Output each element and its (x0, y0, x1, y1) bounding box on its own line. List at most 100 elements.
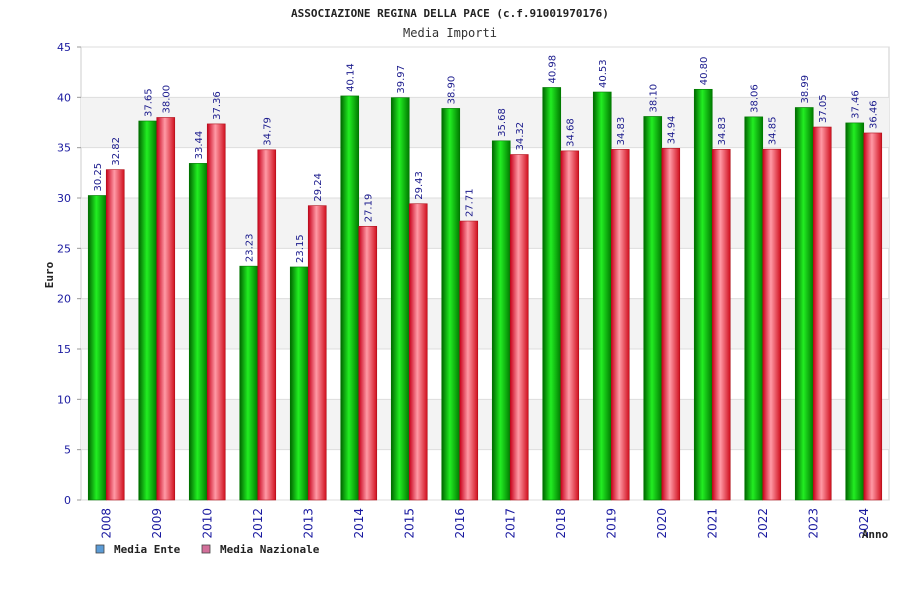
legend-swatch-media-nazionale (201, 544, 211, 554)
y-axis-label: Euro (43, 261, 56, 288)
x-tick-label-2014: 2014 (352, 508, 366, 539)
bar-media-nazionale-2023 (812, 126, 832, 501)
bar-media-nazionale-2016 (459, 220, 479, 501)
data-label-media-ente-2024: 37.46 (851, 90, 862, 119)
bar-media-ente-2013 (289, 266, 309, 501)
x-tick-label-2020: 2020 (655, 508, 669, 539)
bar-media-ente-2009 (138, 120, 158, 501)
bar-media-ente-2022 (744, 116, 764, 501)
bar-media-nazionale-2020 (661, 147, 681, 501)
x-tick-label-2018: 2018 (554, 508, 568, 539)
bar-media-nazionale-2024 (863, 132, 883, 501)
x-tick-label-2010: 2010 (200, 508, 214, 539)
bar-media-nazionale-2015 (408, 203, 428, 501)
bar-media-nazionale-2017 (509, 154, 529, 501)
x-tick-label-2016: 2016 (453, 508, 467, 539)
x-tick-label-2017: 2017 (503, 508, 517, 539)
data-label-media-ente-2021: 40.80 (699, 57, 710, 86)
data-label-media-ente-2008: 30.25 (93, 163, 104, 192)
x-axis-label: Anno (862, 528, 889, 541)
bar-media-nazionale-2018 (560, 150, 580, 501)
chart-title: ASSOCIAZIONE REGINA DELLA PACE (c.f.9100… (291, 7, 609, 20)
y-tick-label: 35 (57, 142, 71, 155)
bar-media-ente-2014 (340, 95, 360, 501)
data-label-media-ente-2014: 40.14 (346, 63, 357, 92)
bar-media-ente-2016 (441, 108, 461, 501)
x-tick-label-2012: 2012 (251, 508, 265, 539)
bar-media-ente-2023 (794, 107, 814, 501)
bar-media-ente-2018 (542, 87, 562, 501)
data-label-media-nazionale-2023: 37.05 (818, 94, 829, 123)
data-label-media-ente-2013: 23.15 (295, 234, 306, 263)
x-axis-ticks: 2008 2009 2010 2012 2013 2014 2015 2016 2017 2018… (99, 508, 871, 539)
y-tick-label: 10 (57, 393, 71, 406)
bar-media-nazionale-2014 (358, 225, 378, 501)
bar-media-nazionale-2008 (105, 169, 125, 501)
bar-media-ente-2008 (87, 195, 107, 501)
data-label-media-nazionale-2015: 29.43 (414, 171, 425, 200)
bar-media-nazionale-2009 (156, 117, 176, 501)
bar-media-ente-2010 (188, 163, 208, 501)
legend: Media Ente Media Nazionale (95, 543, 320, 556)
data-label-media-nazionale-2008: 32.82 (111, 137, 122, 166)
bar-media-nazionale-2012 (257, 149, 277, 501)
data-label-media-nazionale-2017: 34.32 (515, 122, 526, 151)
x-tick-label-2013: 2013 (301, 508, 315, 539)
bar-media-nazionale-2010 (206, 123, 226, 501)
x-tick-label-2023: 2023 (806, 508, 820, 539)
data-label-media-nazionale-2024: 36.46 (869, 100, 880, 129)
data-label-media-nazionale-2019: 34.83 (616, 117, 627, 146)
data-label-media-ente-2018: 40.98 (548, 55, 559, 84)
data-label-media-nazionale-2021: 34.83 (717, 117, 728, 146)
y-tick-label: 15 (57, 343, 71, 356)
data-label-media-nazionale-2013: 29.24 (313, 173, 324, 202)
data-label-media-ente-2016: 38.90 (447, 76, 458, 105)
bar-media-nazionale-2021 (711, 149, 731, 501)
x-tick-label-2009: 2009 (150, 508, 164, 539)
x-tick-label-2008: 2008 (99, 508, 113, 539)
data-label-media-ente-2015: 39.97 (396, 65, 407, 94)
data-label-media-ente-2023: 38.99 (800, 75, 811, 104)
bar-media-nazionale-2019 (610, 149, 630, 501)
data-labels: 30.25 32.82 37.65 38.00 33.44 37.36 23.23 34.79… (93, 55, 880, 263)
legend-swatch-media-ente (95, 544, 105, 554)
bar-media-ente-2020 (643, 116, 663, 501)
data-label-media-nazionale-2020: 34.94 (667, 116, 678, 145)
data-label-media-nazionale-2012: 34.79 (263, 117, 274, 146)
data-label-media-nazionale-2014: 27.19 (364, 194, 375, 223)
data-label-media-nazionale-2016: 27.71 (465, 188, 476, 217)
y-tick-label: 0 (64, 494, 71, 507)
bars (87, 87, 883, 501)
legend-label-media-nazionale: Media Nazionale (220, 543, 320, 556)
data-label-media-nazionale-2010: 37.36 (212, 91, 223, 120)
data-label-media-nazionale-2022: 34.85 (768, 117, 779, 146)
bar-media-ente-2012 (239, 265, 259, 501)
chart-subtitle: Media Importi (403, 26, 497, 40)
data-label-media-ente-2012: 23.23 (245, 234, 256, 263)
x-tick-label-2015: 2015 (402, 508, 416, 539)
bar-media-nazionale-2013 (307, 205, 327, 501)
x-tick-label-2024: 2024 (857, 508, 871, 539)
data-label-media-ente-2010: 33.44 (194, 131, 205, 160)
data-label-media-ente-2017: 35.68 (497, 108, 508, 137)
bar-media-ente-2024 (845, 122, 865, 501)
bar-media-nazionale-2022 (762, 148, 782, 501)
y-tick-label: 20 (57, 293, 71, 306)
y-tick-label: 40 (57, 91, 71, 104)
legend-label-media-ente: Media Ente (114, 543, 181, 556)
y-tick-label: 25 (57, 242, 71, 255)
y-tick-label: 5 (64, 444, 71, 457)
data-label-media-ente-2022: 38.06 (750, 84, 761, 113)
data-label-media-nazionale-2018: 34.68 (566, 118, 577, 147)
y-axis-ticks: 0 5 10 15 20 25 30 35 40 45 (57, 41, 81, 507)
y-tick-label: 45 (57, 41, 71, 54)
bar-media-ente-2021 (693, 88, 713, 501)
y-tick-label: 30 (57, 192, 71, 205)
x-tick-label-2019: 2019 (604, 508, 618, 539)
x-tick-label-2021: 2021 (705, 508, 719, 539)
bar-media-ente-2015 (390, 97, 410, 501)
data-label-media-ente-2019: 40.53 (598, 59, 609, 88)
bar-media-ente-2019 (592, 91, 612, 501)
data-label-media-nazionale-2009: 38.00 (162, 85, 173, 114)
